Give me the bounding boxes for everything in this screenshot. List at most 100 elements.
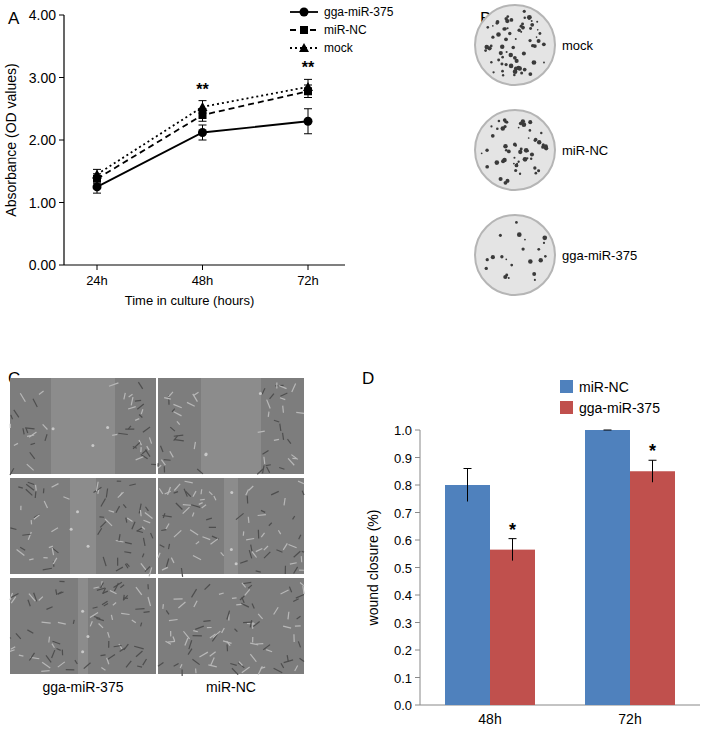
cell [51, 528, 58, 532]
cell [284, 498, 285, 505]
colony [510, 18, 514, 22]
cell [35, 491, 37, 497]
colony [509, 64, 514, 69]
cell [127, 518, 132, 522]
cell [174, 530, 181, 537]
colony [536, 36, 538, 38]
micrograph-bg [10, 478, 156, 574]
colony [513, 56, 517, 60]
cell [43, 557, 47, 558]
y-tick [59, 202, 64, 203]
cell [193, 635, 202, 636]
colony [485, 267, 488, 270]
cell [173, 637, 175, 641]
cell [108, 641, 109, 648]
colony [505, 258, 507, 260]
colony [532, 60, 537, 65]
cell [151, 533, 153, 538]
y-tick-label: 1.0 [394, 423, 412, 438]
cell [145, 507, 148, 511]
cell [283, 433, 284, 440]
plate-label: mock [562, 38, 594, 53]
debris [205, 453, 208, 456]
cell [53, 641, 61, 644]
plate-panel: BmockmiR-NCgga-miR-375 [475, 5, 637, 295]
colony [507, 150, 511, 154]
micrograph [10, 578, 156, 674]
cell [297, 616, 301, 619]
colony [508, 277, 510, 279]
cell [159, 488, 163, 494]
cell [282, 406, 284, 413]
error-bar [464, 469, 472, 502]
colony [518, 127, 520, 129]
cell [129, 394, 133, 397]
micrograph-bg [10, 578, 156, 674]
colony [530, 153, 534, 157]
colony [491, 134, 495, 138]
cell [184, 489, 187, 497]
cell [193, 394, 198, 402]
legend-label: miR-NC [324, 23, 367, 37]
cell [268, 412, 270, 417]
cell [252, 551, 257, 557]
cell [170, 451, 173, 457]
cell [162, 567, 168, 570]
cell [103, 557, 106, 566]
y-tick-label: 0.5 [394, 561, 412, 576]
cell [147, 446, 149, 450]
colony [543, 242, 545, 244]
cell [20, 506, 21, 510]
colony [524, 148, 529, 153]
cell [300, 583, 304, 586]
cell [109, 510, 114, 512]
cell [170, 427, 175, 431]
colony [496, 20, 500, 24]
cell [63, 497, 69, 499]
colony [504, 27, 507, 30]
cell [145, 513, 153, 519]
cell [261, 533, 264, 537]
colony [517, 232, 522, 237]
colony [528, 259, 533, 264]
panel-label: D [362, 369, 374, 388]
colony [513, 69, 518, 74]
cell [134, 646, 144, 649]
cell [117, 558, 118, 566]
cell [96, 482, 98, 491]
cell [52, 650, 55, 658]
y-tick [415, 705, 420, 706]
cell [94, 587, 99, 588]
colony [544, 255, 547, 258]
colony [521, 119, 525, 123]
marker [92, 169, 102, 178]
cell [161, 460, 165, 466]
cell [116, 567, 123, 571]
legend: gga-miR-375miR-NCmock [290, 5, 394, 55]
cell [274, 668, 283, 673]
cell [280, 424, 281, 431]
cell [205, 584, 210, 589]
error-cap [93, 179, 101, 180]
cell [252, 604, 254, 609]
cell [75, 660, 77, 664]
debris [259, 392, 262, 395]
cell [135, 608, 144, 610]
cell [133, 442, 140, 448]
panel-label: A [8, 9, 20, 28]
colony [538, 32, 541, 35]
cell [112, 434, 117, 436]
cell [39, 391, 44, 394]
cell [299, 535, 301, 539]
cell [227, 611, 230, 620]
cell [243, 531, 245, 535]
x-axis-label: Time in culture (hours) [125, 293, 255, 308]
y-tick [415, 622, 420, 623]
cell [276, 550, 282, 553]
cell [108, 654, 115, 659]
cell [242, 583, 246, 587]
colony [513, 74, 516, 77]
marker [300, 26, 308, 34]
colony [528, 120, 532, 124]
y-tick [415, 677, 420, 678]
